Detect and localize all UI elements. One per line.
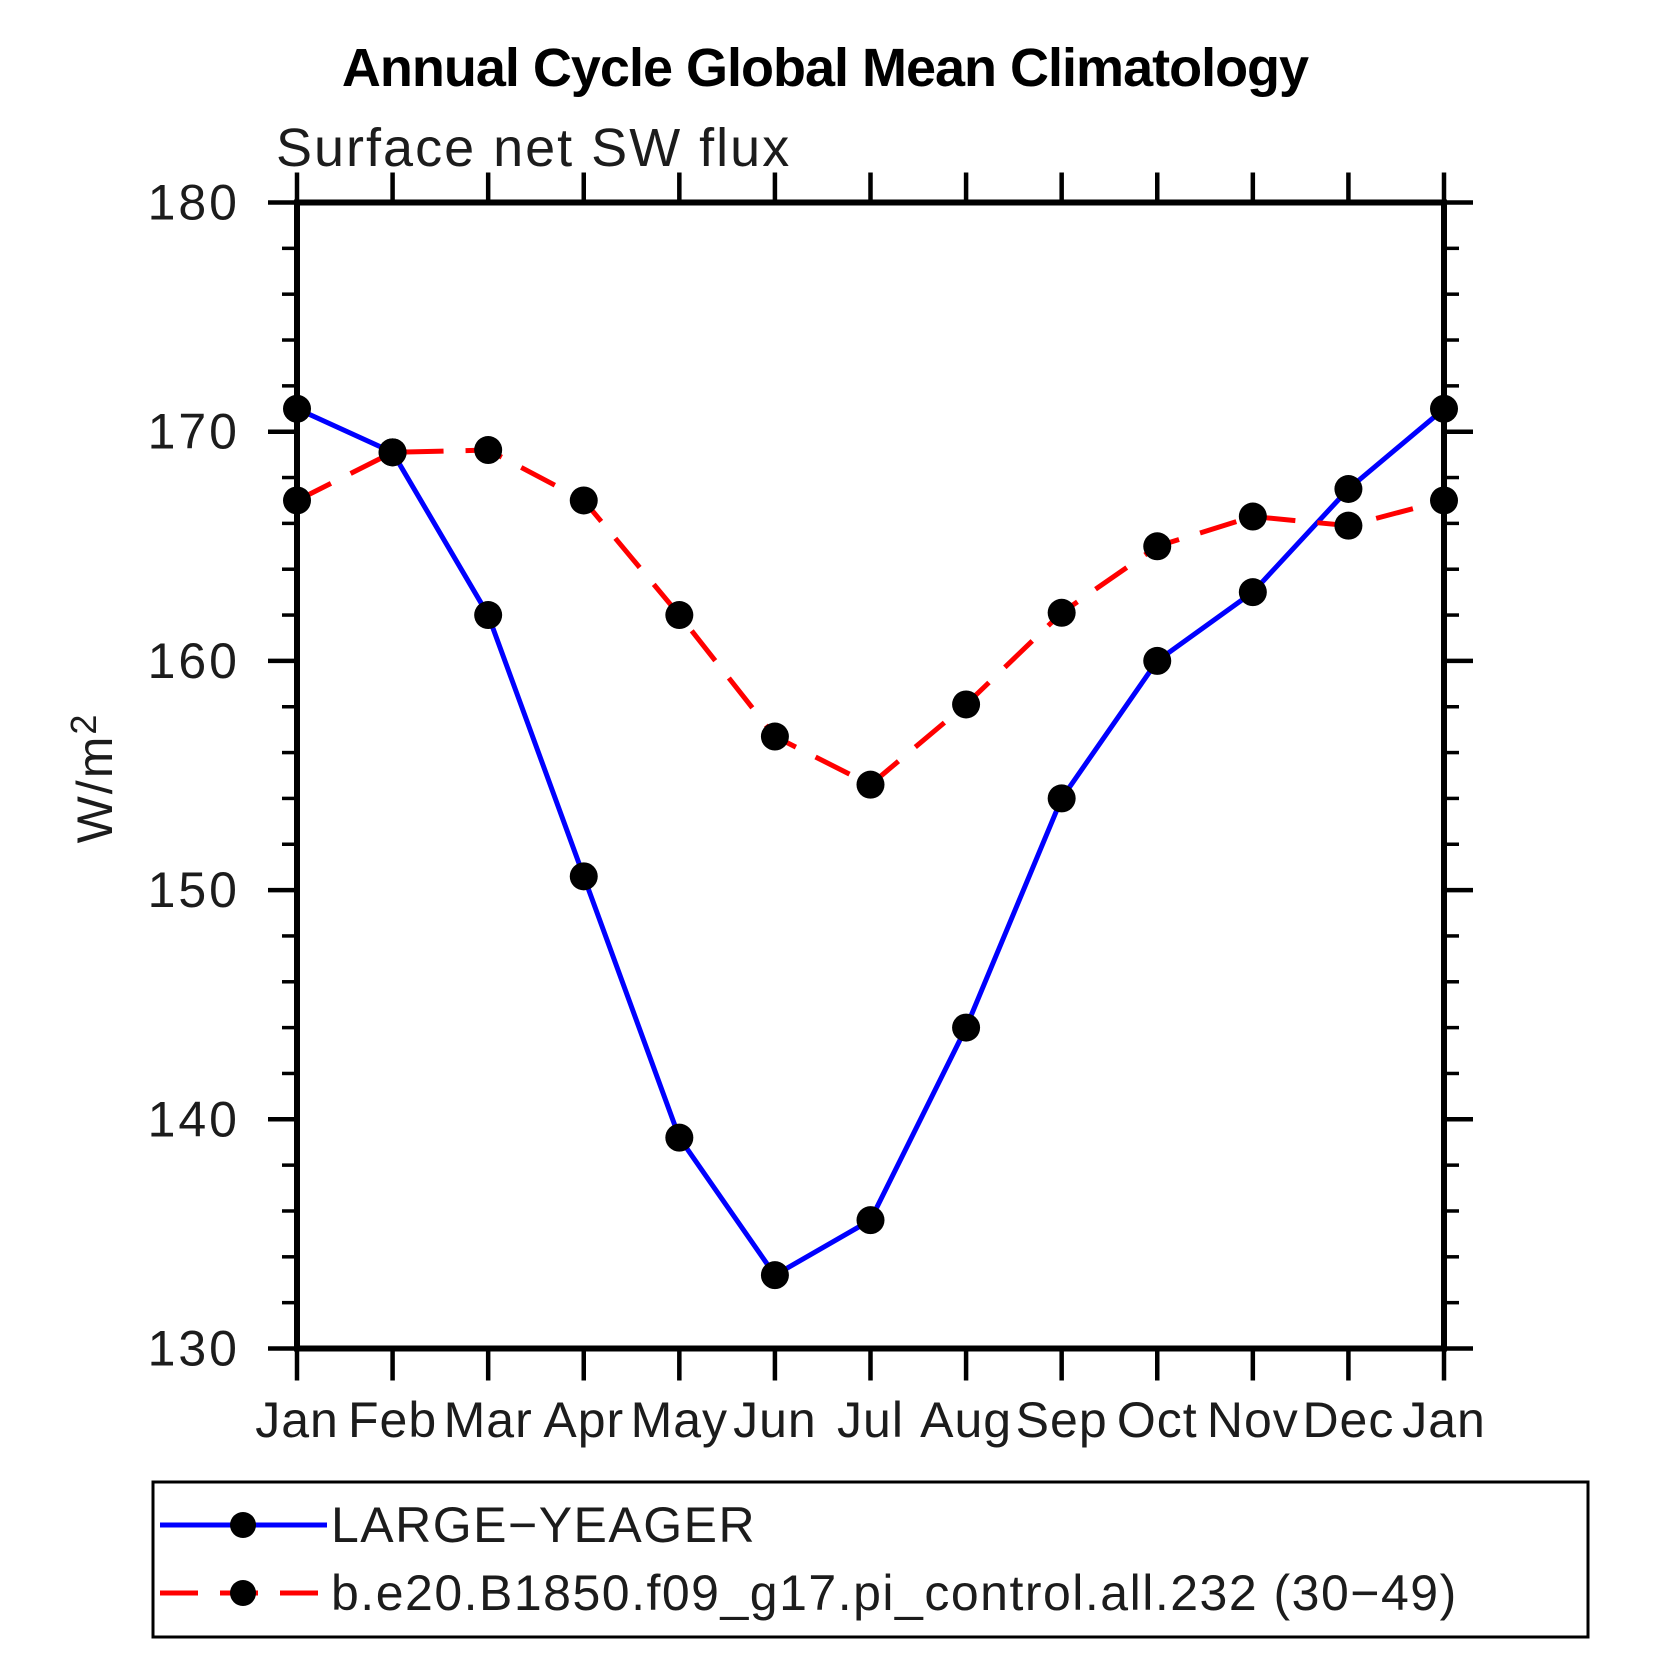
x-tick-label: Dec [1302, 1392, 1394, 1448]
legend-box [151, 1480, 1590, 1639]
x-tick-label: Jul [837, 1392, 904, 1448]
y-tick-label: 150 [148, 862, 240, 918]
x-tick-label: May [631, 1392, 728, 1448]
y-tick-label: 160 [148, 633, 240, 689]
data-point-marker-large-yeager [665, 1123, 694, 1152]
y-tick-label: 140 [148, 1091, 240, 1147]
data-point-marker-pi-control [952, 690, 981, 719]
data-point-marker-pi-control [283, 486, 311, 515]
y-axis-label-base: W/m [67, 735, 123, 844]
data-point-marker-pi-control [378, 438, 407, 467]
data-point-marker-large-yeager [1334, 475, 1363, 503]
y-axis-label-exponent: 2 [63, 713, 104, 735]
data-point-marker-pi-control [665, 601, 694, 630]
data-point-marker-large-yeager [760, 1261, 789, 1290]
data-point-marker-large-yeager [1430, 394, 1458, 423]
data-point-marker-large-yeager [1047, 784, 1076, 813]
x-tick-label: Jun [733, 1392, 817, 1448]
x-tick-label: Aug [920, 1392, 1012, 1448]
data-point-marker-large-yeager [474, 601, 503, 630]
data-point-marker-large-yeager [1238, 578, 1267, 607]
legend-label-large-yeager: LARGE−YEAGER [331, 1497, 756, 1553]
x-tick-label: Oct [1117, 1392, 1198, 1448]
data-point-marker-large-yeager [569, 862, 598, 891]
data-point-marker-pi-control [1047, 598, 1076, 627]
data-point-marker-pi-control [569, 486, 598, 515]
legend-label-pi-control: b.e20.B1850.f09_g17.pi_control.all.232 (… [331, 1565, 1458, 1621]
legend-marker-dot [230, 1580, 256, 1606]
legend: LARGE−YEAGER b.e20.B1850.f09_g17.pi_cont… [151, 1480, 1590, 1639]
data-point-marker-pi-control [474, 436, 503, 465]
series-line-pi-control [295, 447, 1445, 788]
data-point-marker-large-yeager [952, 1013, 981, 1042]
x-tick-label: Sep [1016, 1392, 1108, 1448]
x-tick-label: Nov [1207, 1392, 1299, 1448]
data-point-marker-pi-control [1430, 486, 1458, 515]
legend-marker-dot [230, 1512, 256, 1538]
axes-layer: Jan Feb Mar Apr May Jun Jul Aug Sep Oct Nov Dec Jan1… [148, 172, 1486, 1448]
data-point-marker-large-yeager [283, 394, 311, 423]
chart-subtitle: Surface net SW flux [276, 118, 791, 178]
y-tick-label: 170 [148, 404, 240, 460]
data-point-marker-pi-control [1143, 532, 1172, 561]
y-tick-label: 180 [148, 175, 240, 231]
data-point-marker-large-yeager [1143, 646, 1172, 675]
x-tick-label: Feb [348, 1392, 437, 1448]
legend-item-pi-control: b.e20.B1850.f09_g17.pi_control.all.232 (… [160, 1565, 1458, 1621]
chart-title: Annual Cycle Global Mean Climatology [342, 38, 1309, 98]
series-line-large-yeager [295, 406, 1446, 1278]
x-tick-label: Jan [255, 1392, 339, 1448]
data-point-marker-pi-control [1238, 502, 1267, 531]
data-point-marker-large-yeager [856, 1206, 885, 1235]
legend-item-large-yeager: LARGE−YEAGER [160, 1497, 756, 1553]
y-axis-label: W/m2 [63, 713, 123, 844]
x-tick-label: Jan [1402, 1392, 1486, 1448]
data-series-layer [283, 394, 1458, 1290]
data-point-marker-pi-control [760, 722, 789, 751]
x-tick-label: Apr [543, 1392, 624, 1448]
data-point-marker-pi-control [856, 770, 885, 799]
y-tick-label: 130 [148, 1321, 240, 1377]
data-point-marker-pi-control [1334, 511, 1363, 540]
x-tick-label: Mar [444, 1392, 533, 1448]
